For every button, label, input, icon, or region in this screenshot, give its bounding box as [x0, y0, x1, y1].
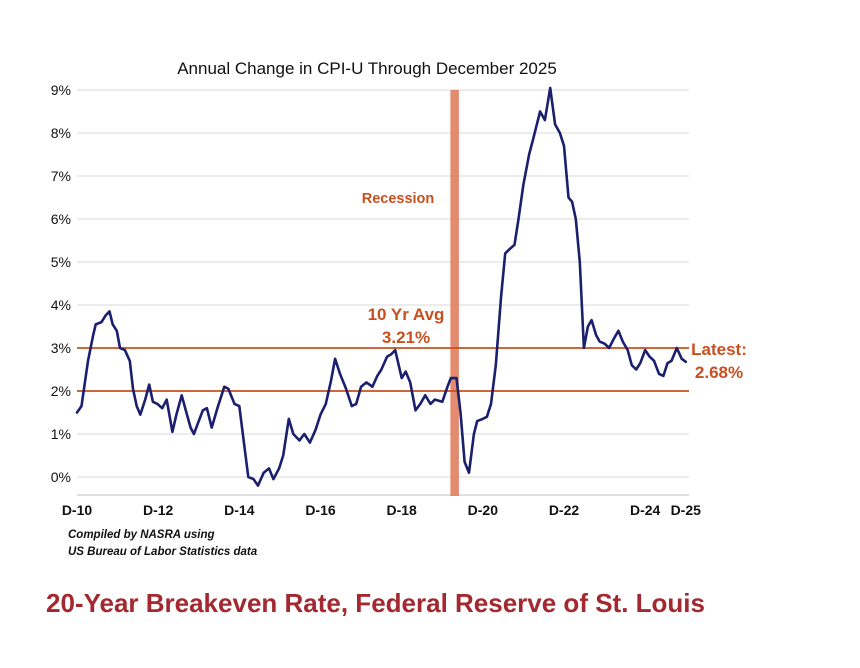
reference-lines — [77, 347, 689, 392]
x-tick-label: D-12 — [143, 502, 174, 518]
y-tick-label: 2% — [51, 383, 71, 399]
x-tick-label: D-24 — [630, 502, 661, 518]
x-tick-label: D-16 — [305, 502, 336, 518]
y-tick-label: 3% — [51, 340, 71, 356]
gridlines — [77, 89, 689, 496]
y-tick-label: 1% — [51, 426, 71, 442]
bottom-caption: 20-Year Breakeven Rate, Federal Reserve … — [46, 588, 705, 618]
avg-label-value: 3.21% — [382, 328, 430, 347]
latest-label-line1: Latest: — [691, 340, 747, 359]
source-note: Compiled by NASRA using US Bureau of Lab… — [68, 527, 257, 561]
y-tick-label: 4% — [51, 297, 71, 313]
recession-band — [450, 90, 459, 496]
chart-title: Annual Change in CPI-U Through December … — [177, 59, 557, 78]
y-tick-label: 9% — [51, 82, 71, 98]
x-tick-label: D-18 — [386, 502, 417, 518]
cpi-series-line — [75, 86, 688, 487]
y-tick-label: 5% — [51, 254, 71, 270]
y-tick-label: 6% — [51, 211, 71, 227]
series-points — [76, 87, 687, 487]
x-tick-label: D-14 — [224, 502, 255, 518]
y-axis-ticks: 0% 1% 2% 3% 4% 5% 6% 7% 8% 9% — [51, 82, 71, 485]
y-tick-label: 8% — [51, 125, 71, 141]
recession-label: Recession — [362, 191, 435, 207]
x-tick-label: D-10 — [62, 502, 93, 518]
x-tick-label: D-25 — [671, 502, 702, 518]
source-note-line2: US Bureau of Labor Statistics data — [68, 546, 258, 558]
y-tick-label: 0% — [51, 469, 71, 485]
y-tick-label: 7% — [51, 168, 71, 184]
latest-label-value: 2.68% — [695, 363, 743, 382]
x-tick-label: D-20 — [468, 502, 499, 518]
x-axis-ticks: D-10 D-12 D-14 D-16 D-18 D-20 D-22 D-24 D-25 — [62, 502, 701, 518]
x-tick-label: D-22 — [549, 502, 580, 518]
avg-label-line1: 10 Yr Avg — [368, 305, 445, 324]
source-note-line1: Compiled by NASRA using — [68, 529, 215, 541]
recession-band-group — [450, 90, 459, 496]
